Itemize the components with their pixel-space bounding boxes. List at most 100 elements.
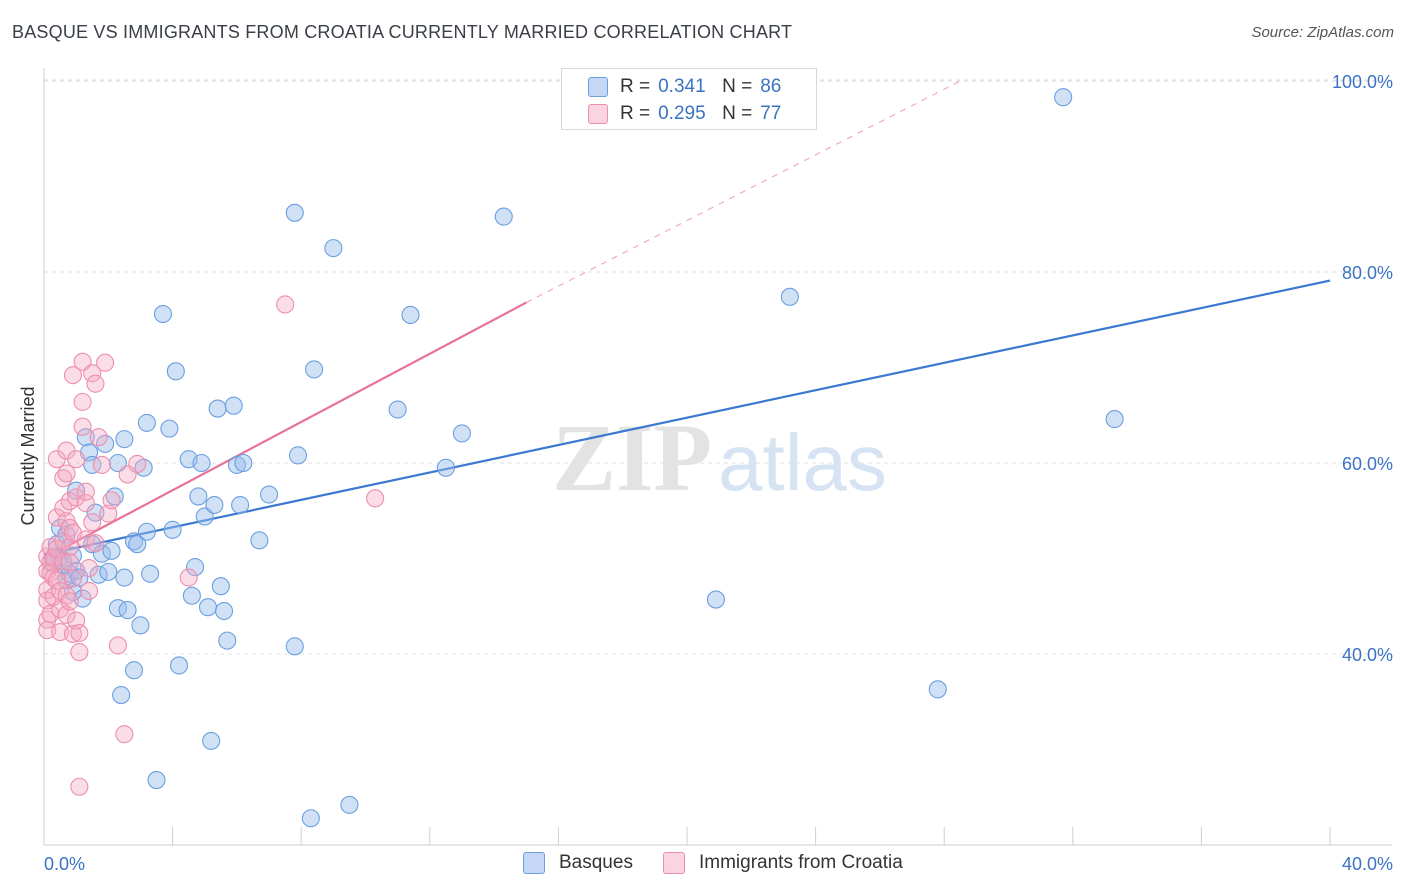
data-point-basques <box>231 495 250 515</box>
data-point-basques <box>147 771 166 790</box>
data-point-basques <box>166 362 185 381</box>
data-point-basques <box>494 207 513 226</box>
data-point-basques <box>76 428 95 447</box>
data-point-basques <box>218 631 237 650</box>
data-point-croatia <box>67 450 86 469</box>
data-point-basques <box>305 360 324 379</box>
grid-lines <box>44 79 1392 655</box>
data-point-basques <box>102 541 121 560</box>
data-point-croatia <box>92 455 111 474</box>
data-point-basques <box>99 562 118 581</box>
data-point-basques <box>124 532 144 551</box>
axes <box>43 68 1392 846</box>
data-point-croatia <box>57 464 76 483</box>
data-point-basques <box>137 522 156 541</box>
data-point-croatia <box>79 581 99 601</box>
data-point-basques <box>83 455 102 474</box>
legend-n-value-basques: 86 <box>760 76 782 97</box>
tick-labels: 40.0% 60.0% 80.0% 100.0% 0.0% 40.0% <box>44 72 1393 874</box>
data-point-basques <box>160 419 179 438</box>
data-point-basques <box>131 616 150 635</box>
legend-n-label: N = <box>722 76 753 97</box>
data-point-croatia <box>63 569 82 588</box>
data-point-croatia <box>96 353 115 372</box>
data-point-croatia <box>86 534 105 553</box>
x-tick-label: 0.0% <box>44 854 85 874</box>
data-point-basques <box>285 637 304 656</box>
data-point-croatia <box>70 623 89 643</box>
data-point-croatia <box>41 604 60 623</box>
data-point-croatia <box>60 518 79 537</box>
data-point-basques <box>192 453 211 473</box>
trend-extension-croatia <box>525 80 961 304</box>
data-point-croatia <box>60 553 79 572</box>
data-point-basques <box>208 399 227 418</box>
bottom-legend-basques: Basques <box>523 852 633 874</box>
data-point-basques <box>388 400 407 419</box>
data-point-basques <box>1105 410 1124 429</box>
chart-title: BASQUE VS IMMIGRANTS FROM CROATIA CURREN… <box>12 22 793 42</box>
data-point-basques <box>128 535 147 554</box>
data-point-basques <box>115 568 134 587</box>
data-point-basques <box>340 795 359 814</box>
data-point-basques <box>198 598 218 617</box>
data-point-basques <box>436 458 455 477</box>
data-points <box>38 88 1124 828</box>
trend-line-basques <box>43 279 1331 556</box>
data-point-croatia <box>63 624 82 643</box>
data-point-basques <box>227 455 246 474</box>
data-point-croatia <box>76 482 95 501</box>
data-point-basques <box>124 661 144 680</box>
data-point-croatia <box>83 513 102 532</box>
data-point-croatia <box>73 417 92 436</box>
data-point-croatia <box>47 571 66 590</box>
data-point-croatia <box>70 777 89 796</box>
data-point-basques <box>214 601 234 621</box>
data-point-croatia <box>38 610 57 629</box>
y-tick-label: 80.0% <box>1342 263 1393 283</box>
legend-r-label: R = <box>620 76 651 97</box>
data-point-basques <box>118 601 137 620</box>
bottom-legend-swatch-croatia <box>663 852 685 874</box>
data-point-basques <box>259 485 279 504</box>
data-point-croatia <box>108 636 127 655</box>
legend-swatch-basques <box>588 77 608 97</box>
data-point-croatia <box>128 454 147 474</box>
y-tick-label: 100.0% <box>1332 72 1393 92</box>
data-point-croatia <box>47 508 66 527</box>
data-point-basques <box>112 686 131 705</box>
data-point-croatia <box>89 428 108 447</box>
bottom-legend-swatch-basques <box>523 852 545 874</box>
data-point-croatia <box>57 605 76 624</box>
data-point-croatia <box>60 592 79 611</box>
data-point-croatia <box>83 364 102 383</box>
data-point-basques <box>224 396 243 415</box>
data-point-basques <box>1054 88 1073 107</box>
data-point-basques <box>205 495 224 515</box>
data-point-basques <box>288 446 308 465</box>
data-point-croatia <box>366 489 385 508</box>
data-point-basques <box>70 568 89 587</box>
bottom-legend-croatia: Immigrants from Croatia <box>663 852 903 874</box>
data-point-basques <box>115 430 134 449</box>
data-point-croatia <box>79 558 99 578</box>
data-point-basques <box>67 481 86 500</box>
bottom-legend-label-croatia: Immigrants from Croatia <box>699 852 903 873</box>
data-point-basques <box>780 287 799 306</box>
legend-box: R = 0.341 N = 86 R = 0.295 N = 77 <box>561 68 817 130</box>
data-point-basques <box>96 434 115 453</box>
legend-row-basques: R = 0.341 N = 86 <box>588 75 781 99</box>
data-point-basques <box>706 590 725 609</box>
data-point-basques <box>401 305 420 325</box>
y-axis-label: Currently Married <box>18 386 38 525</box>
data-point-croatia <box>63 366 82 385</box>
data-point-croatia <box>86 374 105 393</box>
legend-n-value-croatia: 77 <box>760 103 782 124</box>
trend-lines <box>43 80 1331 560</box>
data-point-croatia <box>70 643 89 662</box>
data-point-basques <box>86 503 105 522</box>
data-point-croatia <box>99 504 118 523</box>
watermark-zip: ZIP <box>552 404 712 511</box>
data-point-basques <box>182 586 201 605</box>
